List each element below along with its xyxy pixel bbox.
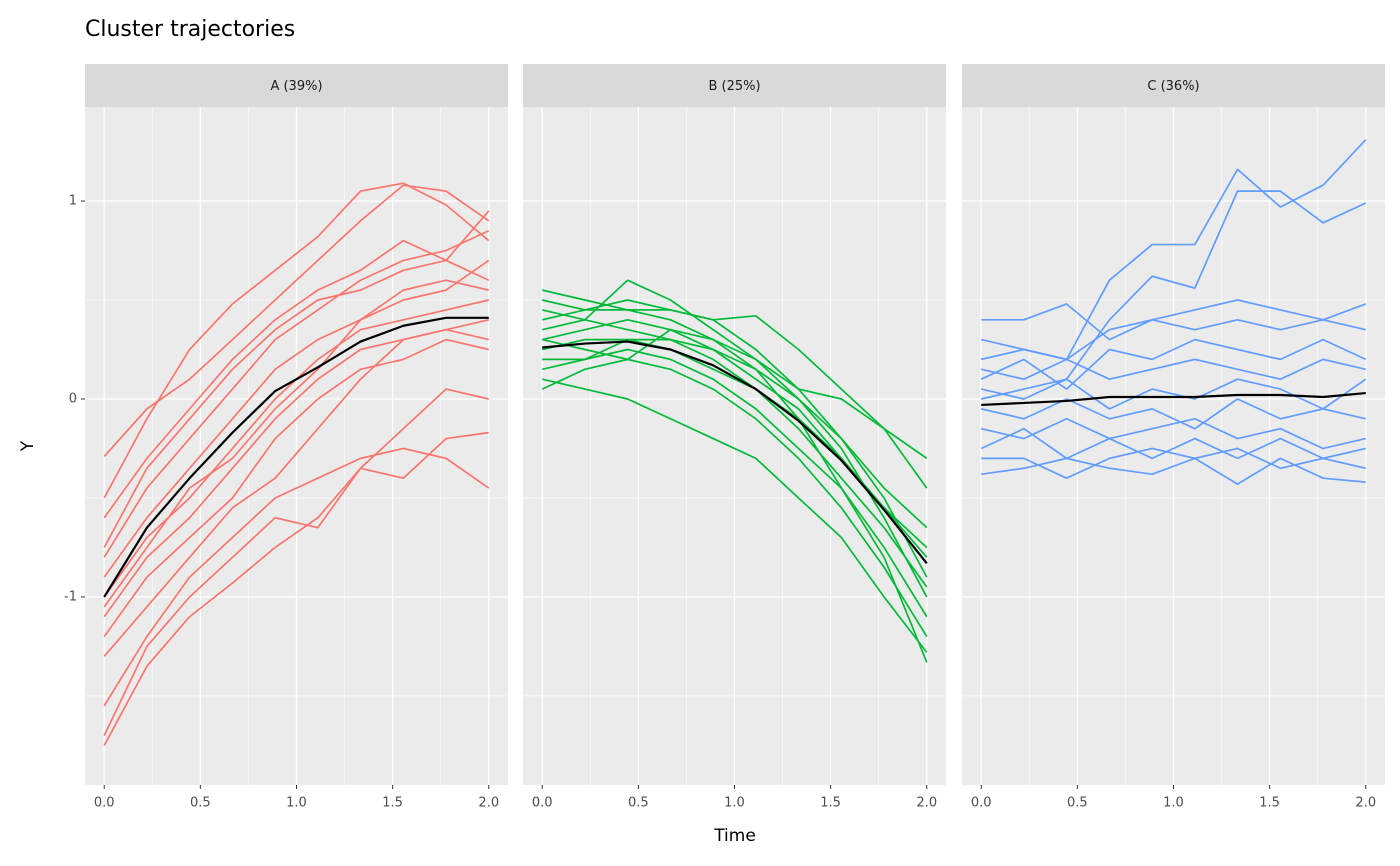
x-tick-label: 0.0 bbox=[532, 796, 553, 811]
trajectory-line bbox=[541, 358, 928, 637]
mean-line bbox=[981, 391, 1366, 407]
trajectory-line bbox=[103, 239, 490, 519]
trajectory-line bbox=[103, 184, 490, 457]
trajectory-line bbox=[542, 378, 928, 653]
mean-line bbox=[103, 316, 489, 598]
trajectory-line bbox=[103, 431, 489, 736]
y-tick-label: 0 bbox=[69, 391, 77, 406]
trajectory-line bbox=[103, 338, 489, 638]
chart-title: Cluster trajectories bbox=[85, 17, 295, 42]
x-tick-label: 2.0 bbox=[1355, 796, 1376, 811]
strip-label: C (36%) bbox=[1147, 79, 1199, 94]
trajectory-line bbox=[981, 303, 1367, 341]
x-tick-label: 2.0 bbox=[916, 796, 937, 811]
mean-line bbox=[542, 340, 928, 564]
y-tick-label: 1 bbox=[69, 194, 77, 209]
x-tick-label: 2.0 bbox=[478, 796, 499, 811]
x-tick-label: 0.5 bbox=[190, 796, 211, 811]
trajectory-line bbox=[103, 328, 489, 657]
trajectory-line bbox=[981, 378, 1367, 410]
strip-background bbox=[962, 64, 1385, 107]
trajectory-line bbox=[542, 328, 928, 489]
x-tick-label: 0.0 bbox=[94, 796, 115, 811]
x-tick-label: 1.0 bbox=[724, 796, 745, 811]
y-axis-title: Y bbox=[18, 440, 38, 452]
trajectory-line bbox=[103, 279, 489, 578]
trajectory-line bbox=[103, 259, 490, 608]
x-tick-label: 1.5 bbox=[382, 796, 403, 811]
y-tick-label: -1 bbox=[64, 589, 77, 604]
x-tick-label: 0.0 bbox=[971, 796, 992, 811]
trajectory-line bbox=[981, 190, 1367, 400]
trajectory-line bbox=[103, 210, 490, 548]
trajectory-line bbox=[103, 447, 490, 707]
trajectory-line bbox=[981, 457, 1366, 485]
x-tick-label: 0.5 bbox=[1067, 796, 1088, 811]
trajectory-line bbox=[981, 417, 1366, 450]
trajectory-line bbox=[103, 229, 490, 558]
strip-label: A (39%) bbox=[270, 79, 322, 94]
x-tick-label: 0.5 bbox=[628, 796, 649, 811]
trajectory-line bbox=[103, 182, 490, 499]
trajectory-line bbox=[981, 299, 1366, 361]
trajectory-line bbox=[981, 358, 1366, 381]
x-tick-label: 1.5 bbox=[820, 796, 841, 811]
strip-label: B (25%) bbox=[708, 79, 760, 94]
x-tick-label: 1.0 bbox=[286, 796, 307, 811]
trajectory-line bbox=[542, 338, 928, 529]
trajectory-line bbox=[542, 299, 928, 578]
trajectory-line bbox=[980, 427, 1366, 460]
x-tick-label: 1.0 bbox=[1163, 796, 1184, 811]
trajectory-line bbox=[542, 309, 928, 460]
trajectory-line bbox=[980, 338, 1367, 390]
x-tick-label: 1.5 bbox=[1259, 796, 1280, 811]
x-axis-title: Time bbox=[713, 826, 756, 846]
strip-background bbox=[523, 64, 946, 107]
trajectory-line bbox=[103, 388, 489, 746]
trajectory-line bbox=[542, 309, 928, 549]
trajectory-line bbox=[981, 447, 1366, 480]
trajectory-line bbox=[981, 398, 1366, 430]
strip-background bbox=[85, 64, 508, 107]
trajectory-line bbox=[542, 338, 928, 588]
